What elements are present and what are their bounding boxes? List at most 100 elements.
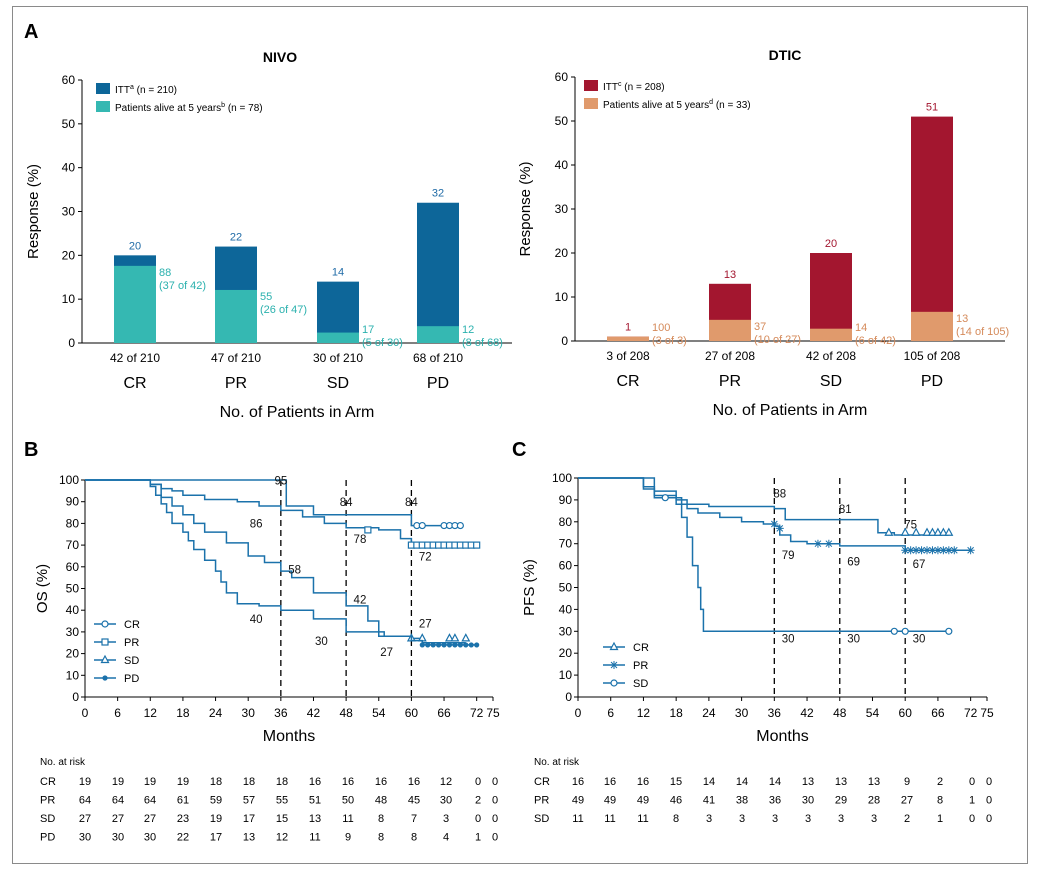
pfs-censor-PR [912, 546, 921, 555]
os-censor-SD [450, 633, 460, 642]
dtic-bar-itt-PD [911, 116, 953, 341]
pfs-y-tick-label: 90 [559, 493, 573, 507]
os-y-tick-label: 60 [66, 560, 80, 574]
pfs-censor-PR [901, 546, 910, 555]
os-risk-CR-2: 19 [144, 776, 156, 788]
pfs-risk-SD-5: 3 [739, 813, 745, 825]
os-risk-PR-8: 50 [342, 795, 354, 807]
os-risk-PR-4: 59 [210, 795, 222, 807]
pfs-legend-marker-PR [610, 661, 618, 669]
dtic-count-PD: 105 of 208 [904, 349, 961, 363]
os-risk-SD-8: 11 [342, 813, 353, 825]
pfs-risk-PR-11: 8 [937, 795, 943, 807]
pfs-annotation-2: 75 [904, 519, 917, 531]
pfs-risk-SD-8: 3 [838, 813, 844, 825]
os-risk-CR-9: 16 [375, 776, 387, 788]
pfs-risk-SD-12: 0 [969, 813, 975, 825]
os-risk-PD-5: 13 [243, 832, 255, 844]
panel-label-b: B [24, 439, 38, 461]
os-x-tick-label: 60 [405, 706, 419, 720]
os-risk-label-CR: CR [40, 776, 56, 788]
pfs-legend-label-PR: PR [633, 660, 648, 672]
pfs-risk-CR-0: 16 [572, 776, 584, 788]
os-risk-label-SD: SD [40, 813, 55, 825]
pfs-risk-PR-3: 46 [670, 795, 682, 807]
os-risk-PR-3: 61 [177, 795, 189, 807]
pfs-legend-label-CR: CR [633, 642, 649, 654]
pfs-y-tick-label: 80 [559, 515, 573, 529]
pfs-y-axis-label: PFS (%) [521, 559, 538, 616]
os-y-tick-label: 50 [66, 582, 80, 596]
os-y-tick-label: 70 [66, 538, 80, 552]
os-risk-PD-4: 17 [210, 832, 222, 844]
os-annotation-11: 27 [380, 647, 393, 659]
nivo-y-tick-label: 20 [62, 248, 76, 262]
nivo-sublabel-alive-CR: (37 of 42) [159, 280, 206, 292]
os-risk-PD-1: 30 [112, 832, 124, 844]
os-legend-label-PR: PR [124, 637, 139, 649]
nivo-y-tick-label: 60 [62, 73, 76, 87]
os-risk-CR-4: 18 [210, 776, 222, 788]
pfs-x-tick-label: 54 [866, 706, 880, 720]
os-censor-SD [461, 633, 471, 642]
os-x-tick-label: 6 [114, 706, 121, 720]
nivo-category-PR: PR [225, 375, 247, 392]
pfs-legend-marker-SD [610, 679, 618, 687]
pfs-censor-SD [901, 627, 909, 635]
pfs-annotation-5: 67 [913, 559, 926, 571]
os-censor-PR [364, 526, 372, 534]
dtic-label-itt-PD: 51 [926, 102, 938, 114]
os-risk-SD-12: 0 [475, 813, 481, 825]
dtic-bar-itt-SD [810, 253, 852, 341]
os-risk-CR-6: 18 [276, 776, 288, 788]
os-y-tick-label: 80 [66, 516, 80, 530]
pfs-risk-SD-7: 3 [805, 813, 811, 825]
pfs-x-tick-label: 0 [575, 706, 582, 720]
os-x-tick-label: 30 [242, 706, 256, 720]
os-legend-label-PD: PD [124, 673, 139, 685]
pfs-risk-CR-1: 16 [604, 776, 616, 788]
os-annotation-8: 27 [419, 619, 432, 631]
pfs-censor-SD [890, 627, 898, 635]
pfs-y-tick-label: 10 [559, 668, 573, 682]
os-censor-CR [456, 521, 464, 530]
dtic-y-tick-label: 20 [555, 246, 569, 260]
pfs-risk-label-SD: SD [534, 813, 549, 825]
pfs-x-tick-label: 75 [980, 706, 994, 720]
pfs-censor-PR [950, 546, 959, 555]
pfs-censor-CR [884, 527, 894, 536]
os-risk-SD-11: 3 [443, 813, 449, 825]
nivo-y-tick-label: 10 [62, 292, 76, 306]
os-legend-marker-CR [101, 620, 109, 628]
dtic-x-axis-label: No. of Patients in Arm [713, 402, 868, 419]
os-censor-PD [419, 642, 425, 648]
pfs-risk-PR-12: 1 [969, 795, 975, 807]
pfs-x-tick-label: 6 [607, 706, 614, 720]
pfs-risk-PR-9: 28 [868, 795, 880, 807]
os-annotation-6: 58 [288, 564, 301, 576]
pfs-y-tick-label: 70 [559, 537, 573, 551]
pfs-annotation-1: 81 [839, 504, 852, 516]
dtic-count-PR: 27 of 208 [705, 349, 755, 363]
pfs-risk-CR-11: 2 [937, 776, 943, 788]
os-risk-SD-0: 27 [79, 813, 91, 825]
pfs-risk-SD-3: 8 [673, 813, 679, 825]
pfs-x-axis-label: Months [756, 728, 808, 745]
os-risk-PD-7: 11 [309, 832, 320, 844]
dtic-label-alive-SD: 14 [855, 322, 867, 334]
pfs-annotation-6: 30 [782, 633, 795, 645]
pfs-annotation-0: 88 [773, 489, 786, 501]
pfs-censor-PR [813, 539, 822, 548]
os-risk-PD-9: 8 [378, 832, 384, 844]
os-x-tick-label: 75 [486, 706, 500, 720]
pfs-risk-CR-10: 9 [904, 776, 910, 788]
os-x-tick-label: 54 [372, 706, 386, 720]
nivo-bar-alive-PD [417, 326, 459, 343]
nivo-category-SD: SD [327, 375, 349, 392]
os-risk-SD-9: 8 [378, 813, 384, 825]
pfs-risk-CR-3: 15 [670, 776, 682, 788]
nivo-label-itt-SD: 14 [332, 267, 344, 279]
nivo-label-alive-PD: 12 [462, 324, 474, 336]
pfs-censor-PR [933, 546, 942, 555]
